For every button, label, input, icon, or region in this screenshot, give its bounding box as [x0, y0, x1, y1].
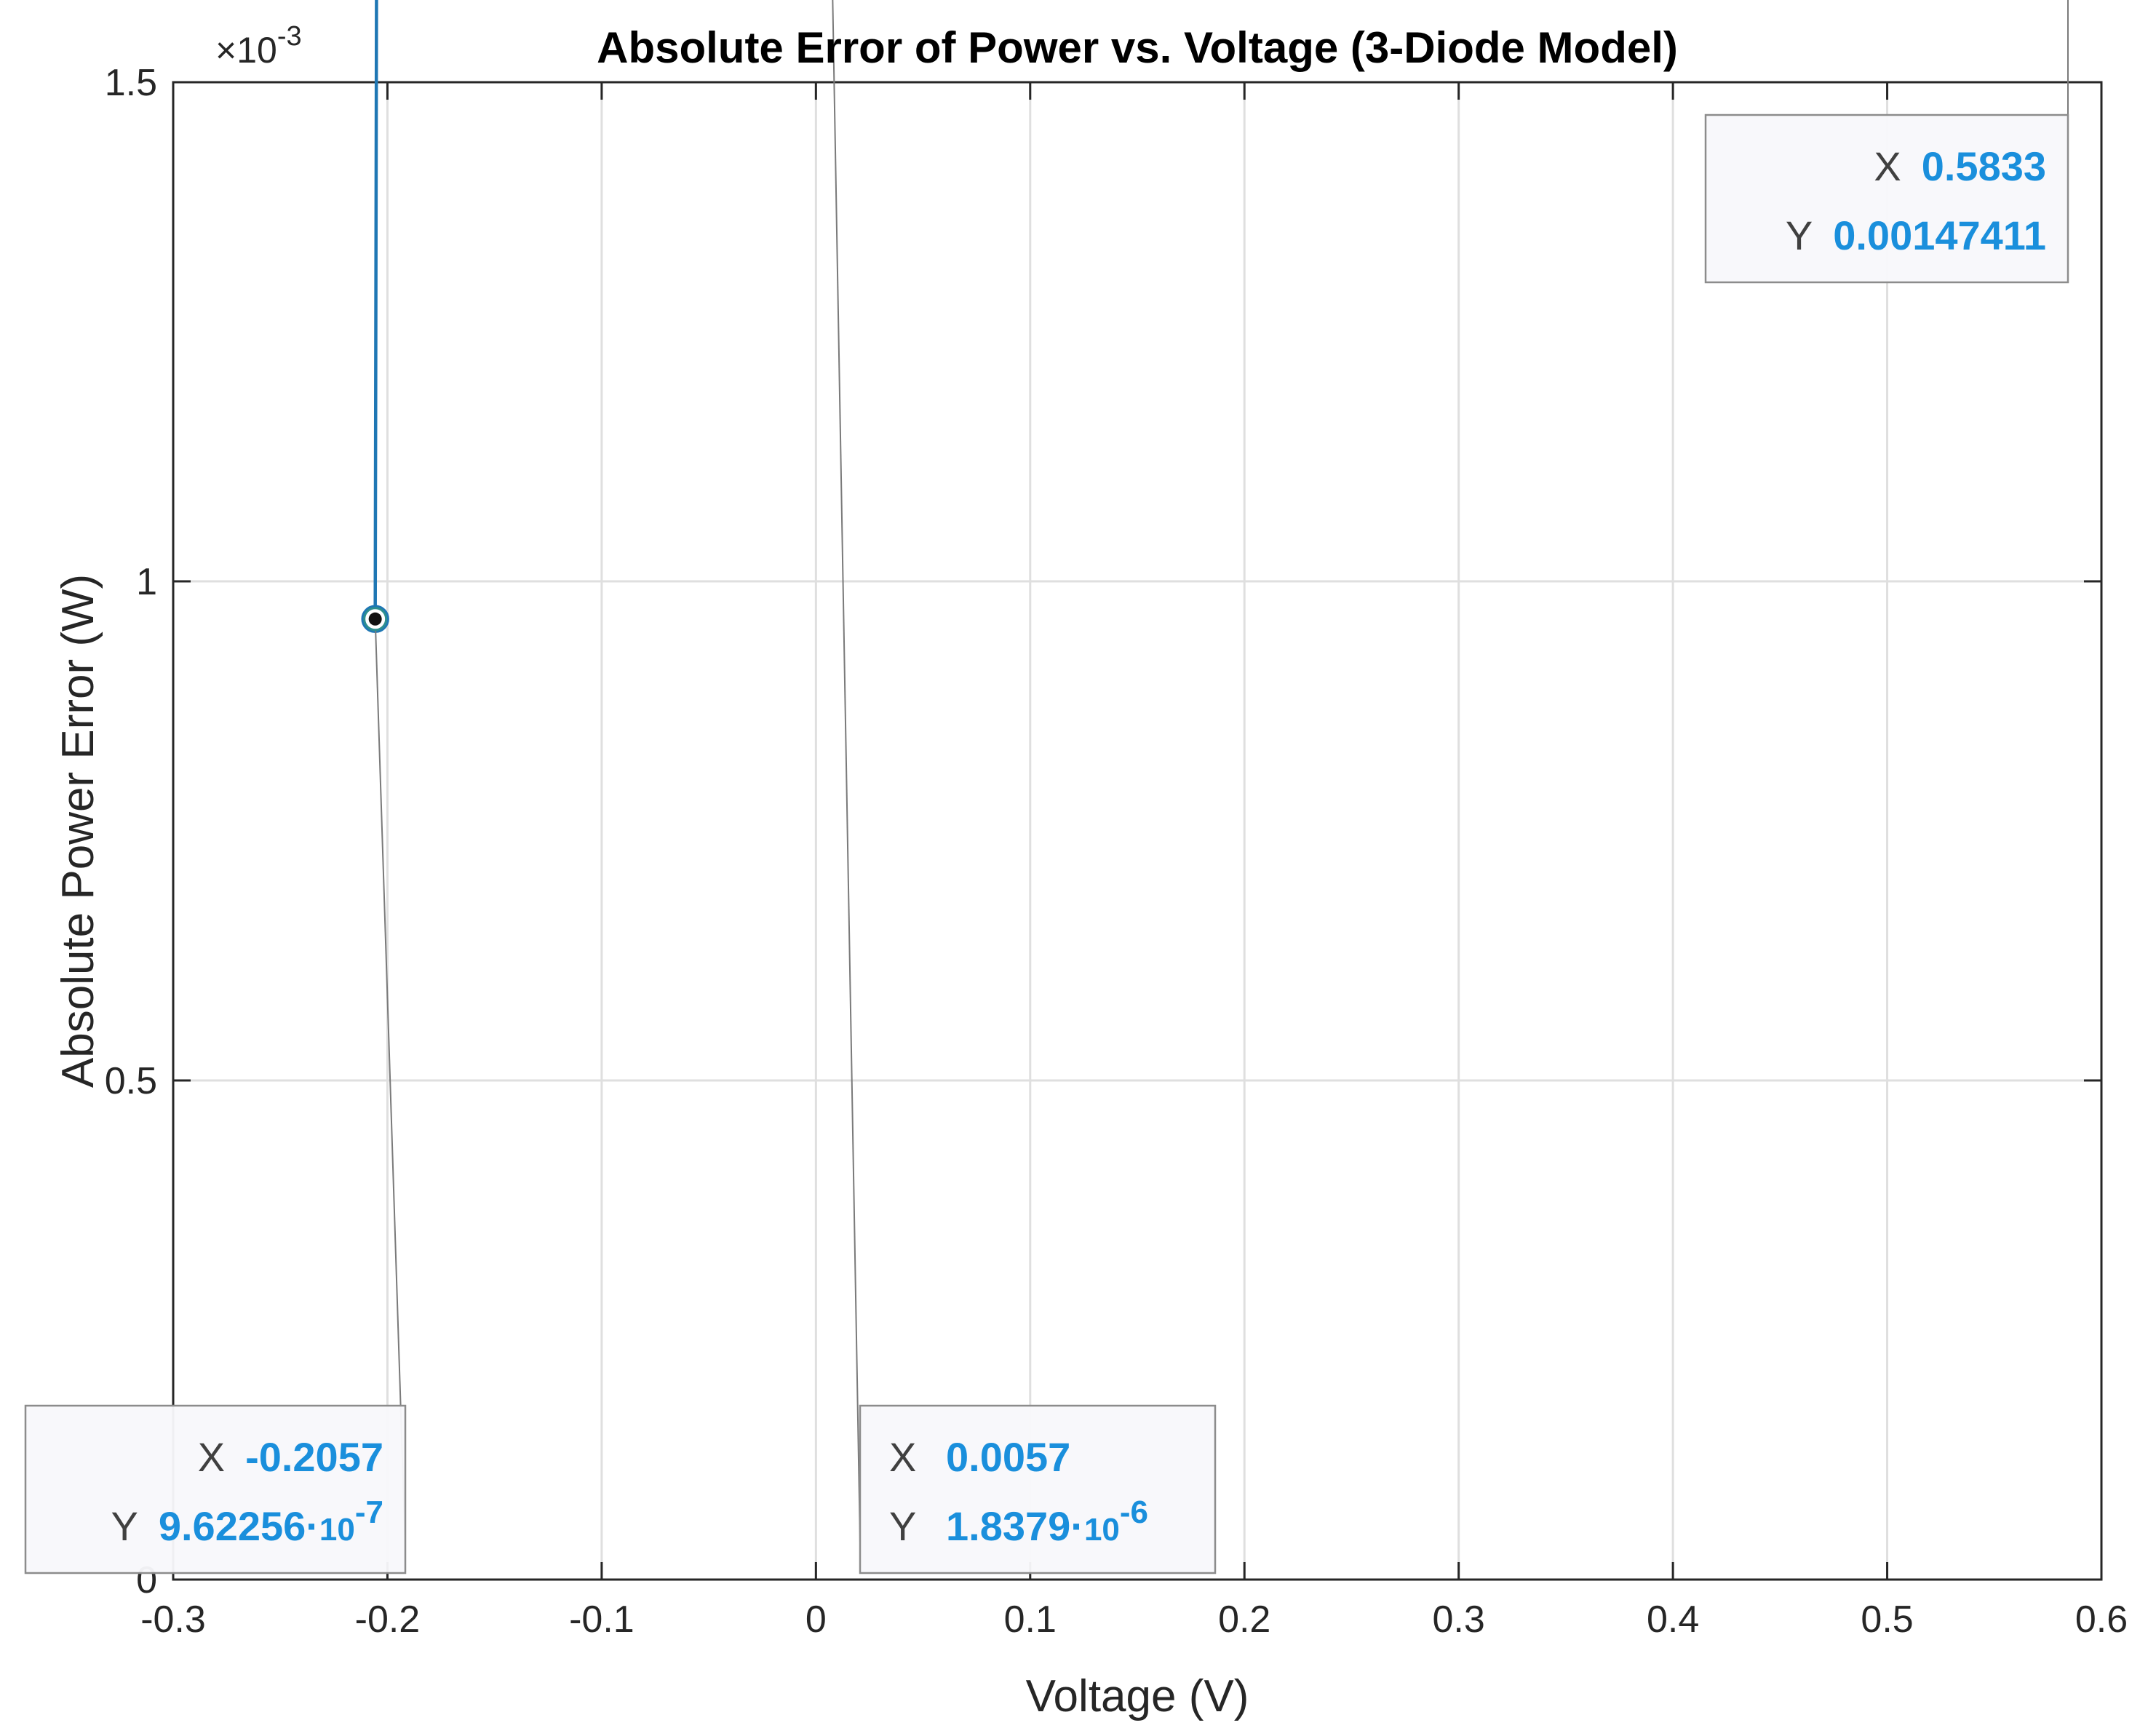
x-tick-label: 0.1 [1004, 1598, 1057, 1641]
datatip[interactable]: X 0.0057 Y 1.8379·10-6 [817, 0, 1217, 1574]
y-tick-label: 1 [136, 561, 157, 603]
datatip-x-value: 0.0057 [946, 1434, 1070, 1480]
plot-area [173, 82, 2101, 1580]
y-axis-label: Absolute Power Error (W) [53, 574, 103, 1088]
datatip-y-value: 1.8379·10-6 [946, 1494, 1148, 1549]
x-tick-label: -0.1 [569, 1598, 635, 1641]
datatip-y-mantissa: 0.00147411 [1833, 212, 2046, 258]
datatip-box [859, 1404, 1217, 1574]
x-tick-label: 0.5 [1861, 1598, 1913, 1641]
datatip[interactable]: 0.5833 0.00147411 X Y [1704, 0, 2077, 284]
datatip-pointer [832, 0, 861, 1543]
x-tick-label: -0.2 [355, 1598, 421, 1641]
datatip-marker [368, 612, 382, 626]
axis-ticks: -0.3 -0.2 -0.1 0 0.1 0.2 0.3 0.4 0.5 0.600.511.5 [105, 62, 2128, 1641]
datatip-x-label: X [1874, 143, 1901, 189]
datatip[interactable]: -0.2057 9.62256·10-7 X Y [24, 607, 407, 1574]
x-tick-label: 0.3 [1433, 1598, 1485, 1641]
datatip-x-value: -0.2057 [245, 1434, 383, 1480]
plot-frame [172, 81, 2103, 1581]
datatip-y-base: 10 [1084, 1512, 1120, 1548]
datatip-x-value: 0.5833 [1922, 143, 2046, 189]
chart-title: Absolute Error of Power vs. Voltage (3-D… [597, 23, 1678, 72]
x-tick-label: 0.4 [1647, 1598, 1699, 1641]
datatip-x-label: X [198, 1434, 225, 1480]
datatip-y-mantissa: 1.8379· [946, 1503, 1084, 1549]
x-tick-label: 0.2 [1218, 1598, 1270, 1641]
x-axis-label: Voltage (V) [1026, 1671, 1249, 1721]
datatip-y-label: Y [1786, 212, 1813, 258]
datatip-y-value: 9.62256·10-7 [159, 1494, 383, 1549]
y-exponent-base: ×10 [215, 30, 277, 71]
datatip-x-label: X [889, 1434, 916, 1480]
y-tick-label: 1.5 [105, 62, 157, 104]
datatip-box [1704, 114, 2069, 284]
x-tick-label: -0.3 [140, 1598, 206, 1641]
x-tick-label: 0.6 [2075, 1598, 2128, 1641]
datatip-y-label: Y [889, 1503, 916, 1549]
datatip-box [24, 1404, 407, 1574]
y-exponent-label: ×10-3 [215, 21, 302, 71]
x-tick-label: 0 [805, 1598, 827, 1641]
datatip-y-exponent: -6 [1120, 1494, 1148, 1530]
datatip-y-label: Y [111, 1503, 138, 1549]
datatip-y-base: 10 [319, 1512, 355, 1548]
datatip-pointer [374, 618, 406, 1550]
datatip-y-exponent: -7 [355, 1494, 383, 1530]
datatip-y-mantissa: 9.62256· [159, 1503, 319, 1549]
y-tick-label: 0.5 [105, 1060, 157, 1102]
datatip-y-value: 0.00147411 [1833, 212, 2046, 258]
y-exponent-power: -3 [277, 21, 302, 52]
